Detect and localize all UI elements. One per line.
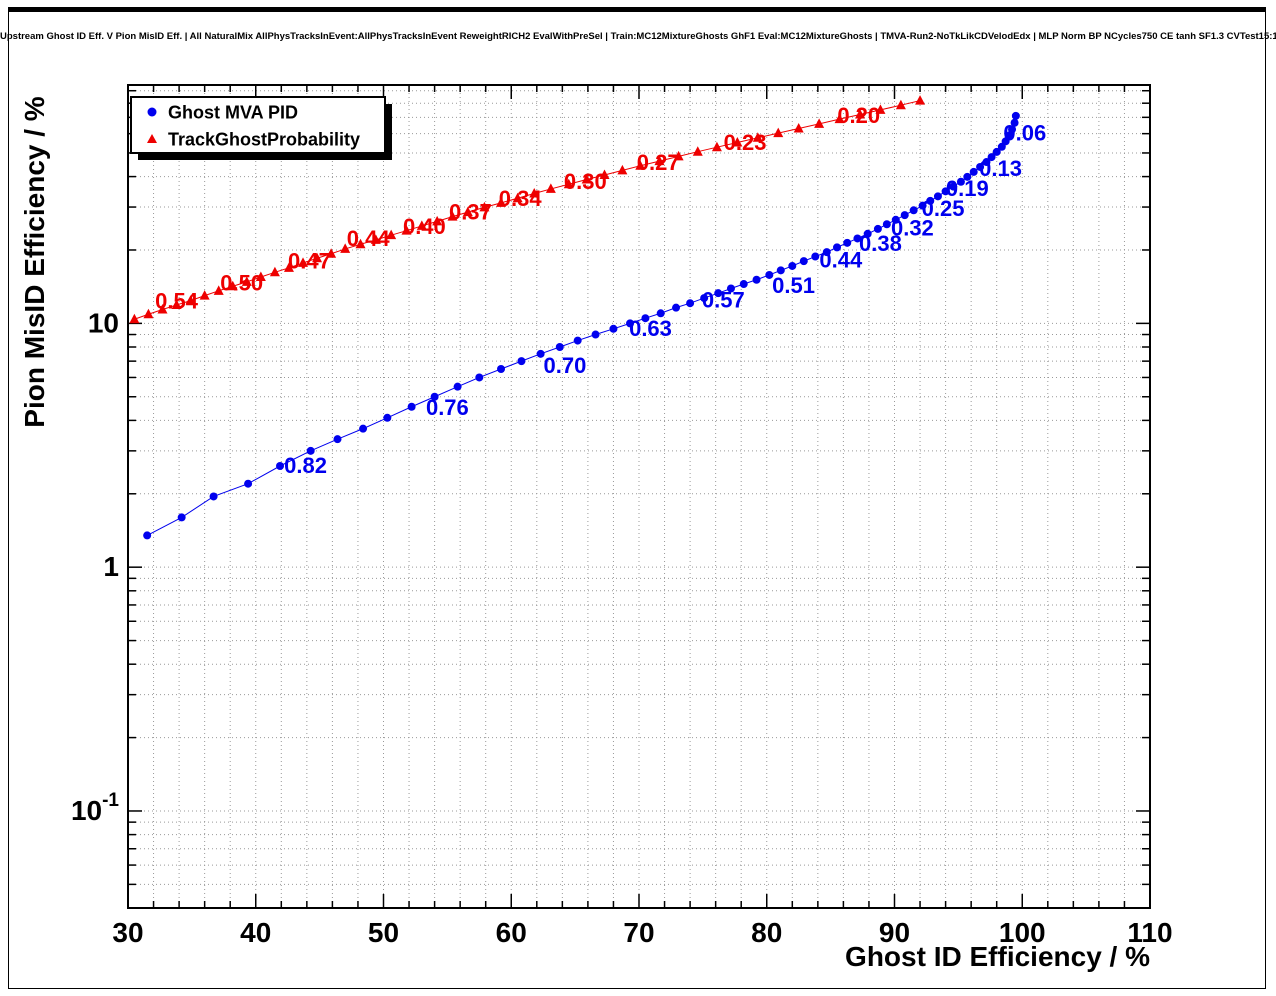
cut-value-label: 0.19 [946,176,989,201]
axis-ticks [127,85,1151,908]
cut-value-label: 0.40 [403,214,446,239]
x-axis-labels: 30 40 50 60 70 80 90 100 110 [112,917,1172,948]
svg-text:10: 10 [88,307,119,338]
series-ghost-mva-pid: 0.060.130.190.250.320.380.440.510.570.63… [143,111,1046,540]
cut-value-label: 0.63 [629,316,672,341]
svg-text:30: 30 [112,917,143,948]
cut-value-label: 0.37 [449,199,492,224]
cut-value-label: 0.44 [819,248,863,273]
svg-text:1: 1 [103,551,119,582]
cut-value-label: 0.20 [837,103,880,128]
cut-value-label: 0.82 [284,453,327,478]
svg-text:90: 90 [879,917,910,948]
canvas-title: Upstream Ghost ID Eff. V Pion MisID Eff.… [0,31,1276,42]
cut-value-label: 0.38 [859,231,902,256]
cut-value-label: 0.06 [1003,121,1046,146]
y-axis-title: Pion MisID Efficiency / % [19,96,50,428]
cut-value-label: 0.32 [891,215,934,240]
axis-titles: Ghost ID Efficiency / % Pion MisID Effici… [19,96,1150,972]
legend: Ghost MVA PID TrackGhostProbability [130,96,392,160]
legend-label: TrackGhostProbability [168,130,360,150]
x-axis-title: Ghost ID Efficiency / % [845,941,1150,972]
cut-value-label: 0.70 [543,353,586,378]
cut-value-label: 0.54 [155,288,199,313]
svg-text:40: 40 [240,917,271,948]
cut-value-label: 0.51 [772,273,815,298]
series-trackghostprobability: 0.20 0.23 0.27 0.30 0.34 0.370.40 0.44 0.47 0.50… [129,95,926,324]
cut-value-label: 0.25 [922,196,965,221]
cut-value-label: 0.47 [288,249,331,274]
cut-value-label: 0.44 [347,226,391,251]
cut-value-label: 0.34 [499,186,543,211]
cut-value-label: 0.50 [220,270,263,295]
y-axis-labels: 10-1 1 10 [71,307,119,826]
cut-value-label: 0.23 [724,130,767,155]
legend-marker-circle [147,107,157,117]
legend-marker-triangle [147,134,157,143]
svg-text:60: 60 [496,917,527,948]
plot-frame [127,84,1151,909]
cut-value-label: 0.13 [979,156,1022,181]
svg-text:80: 80 [751,917,782,948]
svg-text:100: 100 [999,917,1046,948]
legend-label: Ghost MVA PID [168,103,298,123]
svg-text:10-1: 10-1 [71,790,119,826]
cut-value-label: 0.57 [702,288,745,313]
cut-value-label: 0.27 [637,150,680,175]
cut-value-label: 0.76 [426,395,469,420]
grid [128,85,1150,908]
svg-text:50: 50 [368,917,399,948]
svg-text:70: 70 [623,917,654,948]
cut-value-label: 0.30 [564,169,607,194]
svg-text:110: 110 [1127,917,1172,948]
